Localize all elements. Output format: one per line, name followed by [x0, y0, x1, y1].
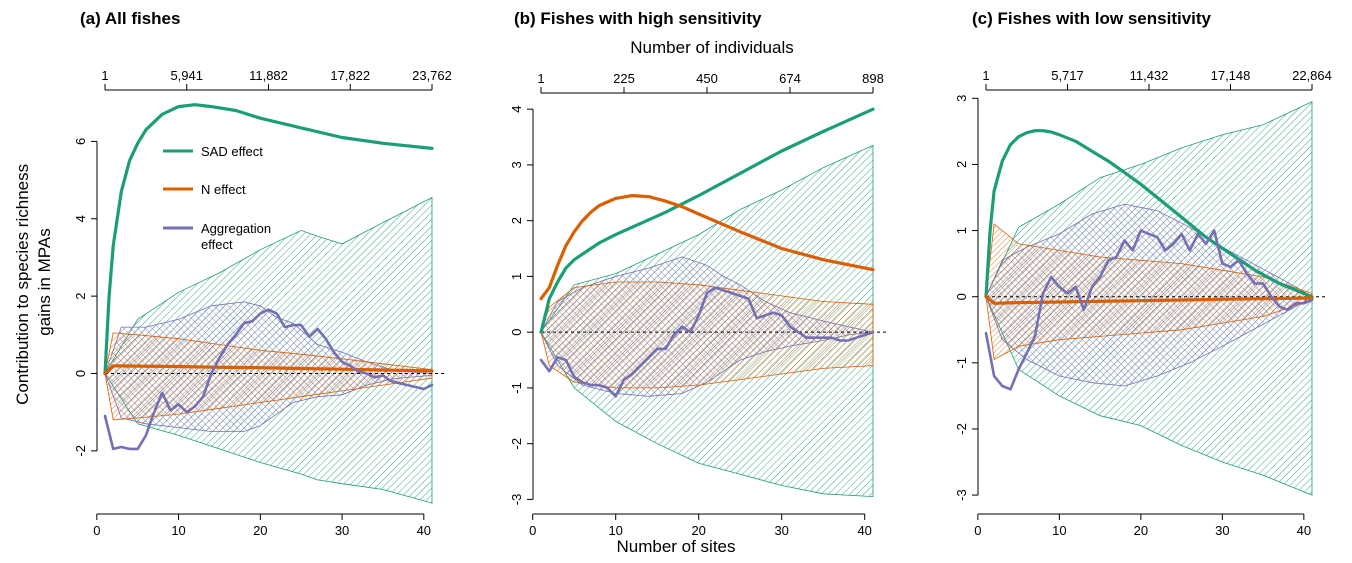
x-tick-label: 40	[417, 523, 431, 538]
x-tick-label: 20	[253, 523, 267, 538]
series-aggregation-effect	[984, 229, 1314, 391]
x-axis-title: Number of sites	[616, 537, 735, 556]
top-tick-label: 11,882	[249, 68, 288, 83]
y-tick-label: 2	[509, 217, 524, 224]
x-tick-label: 20	[691, 523, 705, 538]
y-tick-label: -1	[954, 357, 969, 369]
y-tick-label: -3	[954, 489, 969, 501]
top-tick-label: 225	[613, 71, 635, 86]
y-tick-label: 2	[954, 161, 969, 168]
top-tick-label: 17,822	[330, 68, 370, 83]
series-n-effect	[539, 194, 875, 301]
top-tick-label: 674	[779, 71, 801, 86]
band-n-effect	[540, 281, 874, 389]
y-tick-label: -2	[954, 423, 969, 435]
series-sad-effect	[103, 103, 434, 376]
top-tick-label: 11,432	[1130, 68, 1169, 83]
y-tick-label: 0	[509, 329, 524, 336]
panel-a: (a) All fishes 0 10 20 30 40 -2 0 2 4 6 1 5,941 11,88…	[73, 9, 452, 538]
y-tick-label: -1	[509, 382, 524, 394]
y-tick-label: 1	[509, 273, 524, 280]
y-tick-label: -3	[509, 494, 524, 506]
y-tick-label: 4	[509, 106, 524, 113]
y-tick-label: 6	[73, 138, 88, 145]
legend-label: Aggregation	[201, 221, 271, 236]
x-tick-label: 30	[774, 523, 788, 538]
top-tick-label: 450	[696, 71, 718, 86]
x-tick-label: 10	[171, 523, 185, 538]
top-tick-label: 5,941	[170, 68, 203, 83]
x-tick-label: 0	[93, 523, 100, 538]
top-tick-label: 5,717	[1051, 68, 1084, 83]
y-tick-label: 1	[954, 227, 969, 234]
legend-label: SAD effect	[201, 144, 263, 159]
y-tick-label: 0	[954, 293, 969, 300]
y-tick-label: 2	[73, 293, 88, 300]
x-tick-label: 40	[857, 523, 871, 538]
series-aggregation-effect	[539, 286, 875, 398]
legend-label: N effect	[201, 182, 246, 197]
series-sad-effect	[984, 129, 1314, 299]
x-tick-label: 0	[529, 523, 536, 538]
x-tick-label: 10	[608, 523, 622, 538]
top-tick-label: 1	[537, 71, 544, 86]
series-sad-effect	[539, 107, 875, 334]
x-tick-label: 0	[974, 523, 981, 538]
x-tick-label: 20	[1134, 523, 1148, 538]
panel-title: (a) All fishes	[80, 9, 180, 28]
y-tick-label: 3	[954, 95, 969, 102]
top-tick-label: 1	[982, 68, 989, 83]
series-n-effect	[103, 364, 434, 376]
x-tick-label: 30	[335, 523, 349, 538]
x-tick-label: 10	[1052, 523, 1066, 538]
series-aggregation-effect	[103, 308, 434, 451]
panel-title: (c) Fishes with low sensitivity	[972, 9, 1212, 28]
series-n-effect	[984, 295, 1314, 305]
top-tick-label: 22,864	[1292, 68, 1332, 83]
top-tick-label: 1	[101, 68, 108, 83]
panel-title: (b) Fishes with high sensitivity	[514, 9, 762, 28]
y-tick-label: 0	[73, 370, 88, 377]
top-tick-label: 17,148	[1211, 68, 1251, 83]
top-tick-label: 23,762	[412, 68, 452, 83]
legend-label-line2: effect	[201, 237, 233, 252]
x-tick-label: 30	[1215, 523, 1229, 538]
x-tick-label: 40	[1297, 523, 1311, 538]
y-tick-label: 3	[509, 161, 524, 168]
y-tick-label: 4	[73, 215, 88, 222]
top-tick-label: 898	[862, 71, 884, 86]
top-axis-title: Number of individuals	[630, 38, 793, 57]
y-tick-label: -2	[73, 445, 88, 457]
y-tick-label: -2	[509, 438, 524, 450]
y-axis-title: Contribution to species richness gains i…	[13, 159, 54, 405]
